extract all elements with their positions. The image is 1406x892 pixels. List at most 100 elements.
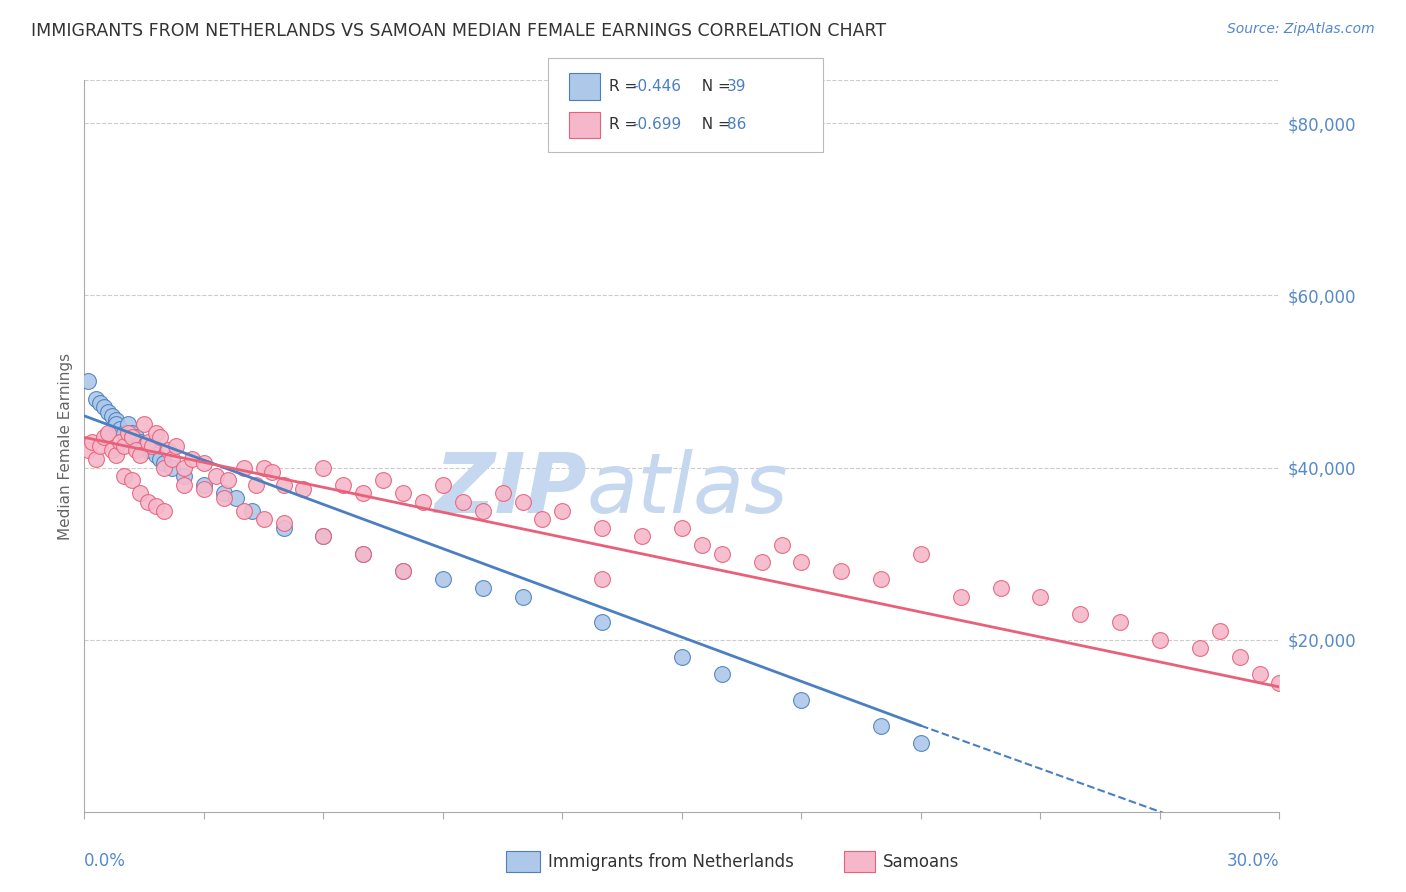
Point — [93, 430, 115, 444]
Point — [193, 482, 215, 496]
Text: Source: ZipAtlas.com: Source: ZipAtlas.com — [1227, 22, 1375, 37]
Point — [830, 564, 852, 578]
Point — [273, 521, 295, 535]
Point — [240, 503, 263, 517]
Point — [86, 392, 108, 406]
Point — [392, 564, 415, 578]
Text: N =: N = — [692, 118, 735, 132]
Point — [132, 417, 156, 432]
Point — [153, 456, 176, 470]
Point — [136, 443, 159, 458]
Point — [136, 495, 159, 509]
Point — [392, 486, 415, 500]
Point — [253, 512, 276, 526]
Point — [591, 615, 613, 630]
Point — [710, 547, 733, 561]
Point — [110, 434, 132, 449]
Point — [101, 443, 124, 458]
Point — [1268, 675, 1291, 690]
Point — [193, 477, 215, 491]
Point — [990, 581, 1012, 595]
Text: R =: R = — [609, 79, 643, 94]
Point — [121, 474, 143, 488]
Point — [412, 495, 434, 509]
Point — [373, 474, 395, 488]
Point — [217, 474, 239, 488]
Point — [671, 649, 693, 664]
Point — [260, 465, 283, 479]
Point — [121, 430, 143, 444]
Point — [97, 404, 120, 418]
Point — [790, 693, 813, 707]
Text: 30.0%: 30.0% — [1227, 852, 1279, 870]
Text: -0.446: -0.446 — [633, 79, 682, 94]
Point — [132, 439, 156, 453]
Text: -0.699: -0.699 — [633, 118, 682, 132]
Text: 0.0%: 0.0% — [84, 852, 127, 870]
Point — [1249, 667, 1271, 681]
Point — [352, 486, 374, 500]
Point — [312, 529, 335, 543]
Point — [1188, 641, 1211, 656]
Point — [471, 581, 494, 595]
Point — [432, 477, 454, 491]
Text: 86: 86 — [727, 118, 747, 132]
Point — [910, 547, 932, 561]
Text: N =: N = — [692, 79, 735, 94]
Point — [671, 521, 693, 535]
Point — [173, 460, 195, 475]
Point — [173, 477, 195, 491]
Point — [392, 564, 415, 578]
Point — [471, 503, 494, 517]
Point — [591, 573, 613, 587]
Text: atlas: atlas — [586, 450, 787, 531]
Point — [110, 422, 132, 436]
Point — [212, 491, 235, 505]
Text: Samoans: Samoans — [883, 853, 959, 871]
Point — [205, 469, 228, 483]
Point — [273, 477, 295, 491]
Point — [149, 451, 172, 466]
Point — [112, 469, 135, 483]
Point — [245, 477, 267, 491]
Point — [292, 482, 315, 496]
Point — [332, 477, 354, 491]
Point — [117, 417, 139, 432]
Point — [512, 495, 534, 509]
Point — [312, 460, 335, 475]
Point — [232, 503, 254, 517]
Point — [225, 491, 247, 505]
Point — [105, 413, 128, 427]
Point — [1149, 632, 1171, 647]
Point — [870, 573, 893, 587]
Point — [551, 503, 574, 517]
Point — [949, 590, 972, 604]
Point — [173, 469, 195, 483]
Point — [112, 426, 135, 441]
Point — [93, 401, 115, 415]
Point — [690, 538, 713, 552]
Point — [451, 495, 474, 509]
Point — [97, 426, 120, 441]
Point — [312, 529, 335, 543]
Point — [112, 439, 135, 453]
Point — [129, 448, 152, 462]
Point — [352, 547, 374, 561]
Point — [145, 500, 167, 514]
Point — [157, 443, 180, 458]
Point — [790, 555, 813, 569]
Point — [1209, 624, 1232, 638]
Point — [751, 555, 773, 569]
Point — [153, 460, 176, 475]
Text: 39: 39 — [727, 79, 747, 94]
Point — [121, 426, 143, 441]
Point — [631, 529, 654, 543]
Point — [1229, 649, 1251, 664]
Point — [89, 396, 111, 410]
Text: IMMIGRANTS FROM NETHERLANDS VS SAMOAN MEDIAN FEMALE EARNINGS CORRELATION CHART: IMMIGRANTS FROM NETHERLANDS VS SAMOAN ME… — [31, 22, 886, 40]
Point — [710, 667, 733, 681]
Point — [432, 573, 454, 587]
Point — [181, 451, 204, 466]
Point — [105, 417, 128, 432]
Point — [136, 434, 159, 449]
